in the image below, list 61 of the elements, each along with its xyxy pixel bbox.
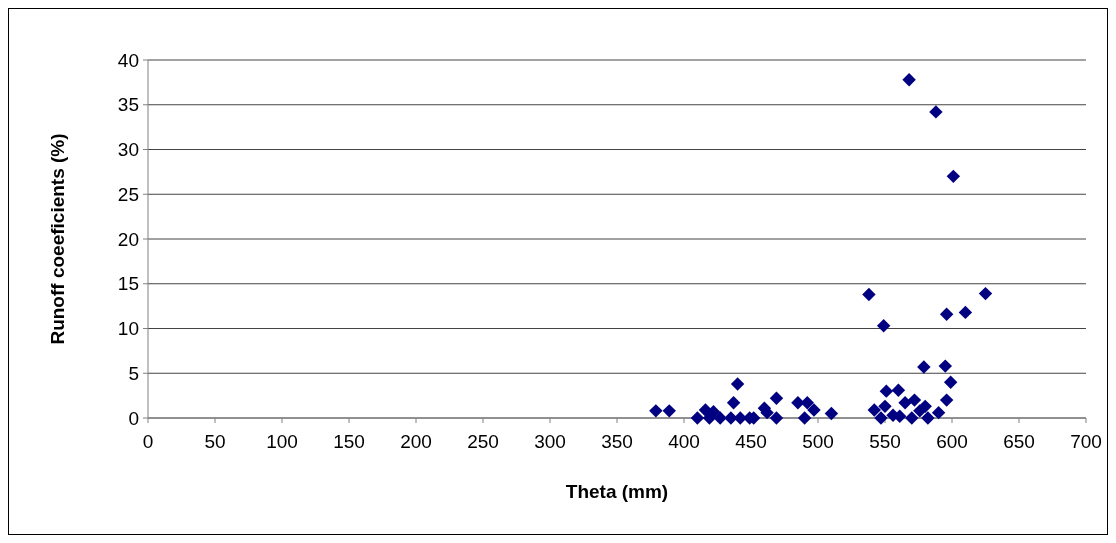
y-tick-label: 5 xyxy=(128,362,139,384)
point xyxy=(946,169,961,184)
point xyxy=(797,411,812,425)
point xyxy=(917,360,931,374)
x-tick-label: 200 xyxy=(400,431,432,452)
x-tick-label: 400 xyxy=(668,431,700,452)
point xyxy=(649,404,663,418)
x-tick-label: 0 xyxy=(142,431,154,452)
point xyxy=(690,411,705,425)
point xyxy=(898,396,912,410)
point xyxy=(769,411,784,425)
point xyxy=(918,399,932,414)
y-tick-label: 30 xyxy=(117,139,139,161)
y-axis-title: Runoff coeeficients (%) xyxy=(47,133,68,345)
point xyxy=(958,305,973,320)
point xyxy=(867,403,881,417)
point xyxy=(862,287,876,302)
point xyxy=(931,405,946,420)
y-tick-label: 25 xyxy=(117,183,139,205)
y-tick-label: 40 xyxy=(117,49,139,71)
point xyxy=(907,393,922,407)
x-tick-label: 50 xyxy=(204,431,226,452)
point xyxy=(879,384,894,398)
point xyxy=(874,411,888,425)
x-tick-label: 250 xyxy=(467,431,499,452)
x-tick-label: 450 xyxy=(735,431,767,452)
point xyxy=(921,411,935,425)
point xyxy=(726,396,741,410)
x-tick-label: 150 xyxy=(333,431,365,452)
y-tick-label: 20 xyxy=(117,228,139,250)
point xyxy=(807,403,821,417)
x-tick-label: 300 xyxy=(534,431,566,452)
point xyxy=(929,105,943,119)
point xyxy=(978,286,993,301)
point xyxy=(891,383,906,397)
point xyxy=(730,377,745,391)
point xyxy=(902,72,916,87)
x-tick-label: 650 xyxy=(1003,431,1035,452)
point xyxy=(905,411,919,425)
point xyxy=(943,375,958,389)
point xyxy=(713,411,727,425)
x-tick-label: 500 xyxy=(802,431,834,452)
y-tick-label: 0 xyxy=(128,407,139,429)
y-tick-label: 15 xyxy=(117,273,139,295)
x-axis-title: Theta (mm) xyxy=(565,481,669,502)
point xyxy=(878,399,892,414)
point xyxy=(824,406,839,421)
y-tick-label: 35 xyxy=(117,94,139,116)
y-tick-label: 10 xyxy=(117,318,139,340)
x-tick-label: 350 xyxy=(601,431,633,452)
x-tick-label: 100 xyxy=(266,431,298,452)
x-tick-label: 600 xyxy=(936,431,968,452)
point xyxy=(662,404,676,418)
x-tick-label: 700 xyxy=(1070,431,1102,452)
point xyxy=(938,359,953,373)
point xyxy=(876,319,891,333)
point xyxy=(769,391,784,406)
x-tick-label: 550 xyxy=(869,431,901,452)
point xyxy=(939,307,954,321)
point xyxy=(939,393,954,407)
point xyxy=(800,396,814,410)
